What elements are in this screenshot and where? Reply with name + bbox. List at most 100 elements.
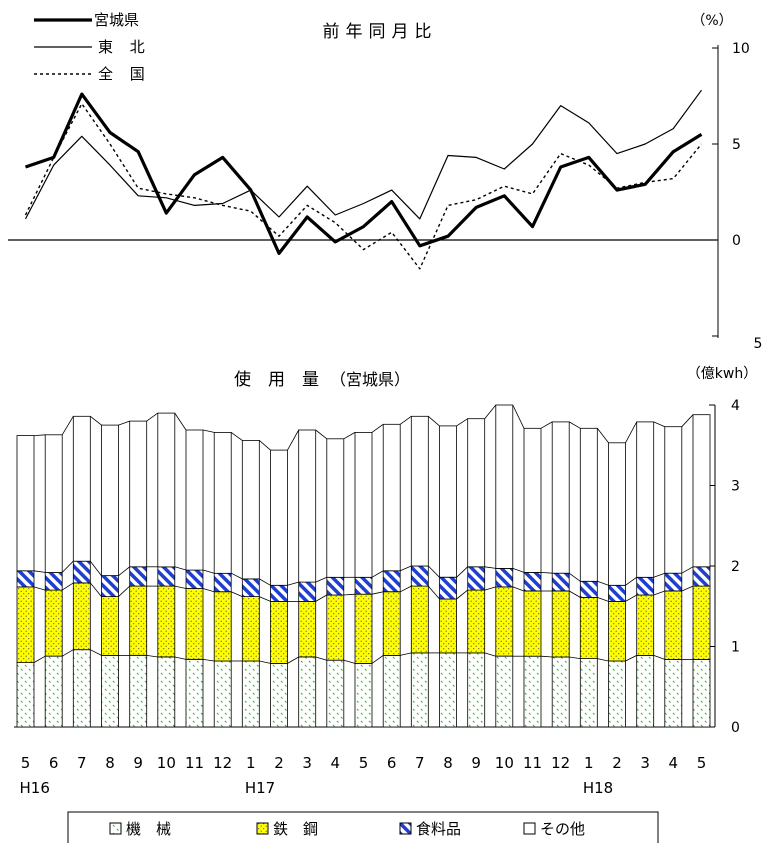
series-connector-food bbox=[118, 566, 130, 577]
bar-segment-food bbox=[495, 568, 514, 588]
top-series-lines bbox=[24, 89, 703, 270]
bar-segment-food bbox=[551, 572, 570, 592]
bar-segment-machinery bbox=[101, 655, 119, 728]
series-connector-other bbox=[315, 429, 328, 440]
series-connector-steel bbox=[371, 591, 384, 595]
series-connector-steel bbox=[315, 594, 327, 602]
series-connector-other bbox=[456, 418, 468, 427]
bar-segment-steel bbox=[185, 588, 204, 660]
bar-segment-steel bbox=[72, 582, 91, 651]
series-connector-food bbox=[568, 572, 581, 582]
bar-segment-machinery bbox=[157, 656, 176, 728]
series-connector-steel bbox=[343, 593, 356, 596]
bar-segment-machinery bbox=[439, 652, 457, 728]
bar-segment-steel bbox=[579, 597, 598, 660]
series-connector-steel bbox=[512, 586, 525, 592]
series-connector-steel bbox=[174, 585, 187, 589]
series-connector-food bbox=[597, 580, 609, 586]
bar-segment-other bbox=[382, 423, 401, 572]
series-connector-other bbox=[625, 421, 638, 443]
bottom-stacked-bars bbox=[16, 404, 711, 728]
bar-segment-food bbox=[16, 570, 35, 588]
x-axis-label: 2 bbox=[612, 754, 622, 772]
bottom-y-tick-label: 3 bbox=[731, 479, 740, 495]
series-connector-other bbox=[90, 415, 102, 426]
series-connector-food bbox=[259, 578, 271, 586]
bar-segment-steel bbox=[157, 585, 176, 658]
bar-segment-steel bbox=[495, 586, 514, 657]
top-y-tick-label: 10 bbox=[732, 41, 750, 57]
bar-segment-steel bbox=[467, 589, 486, 654]
series-connector-machinery bbox=[315, 656, 327, 661]
bar-segment-food bbox=[129, 566, 148, 587]
bar-segment-other bbox=[213, 431, 232, 574]
bar-segment-machinery bbox=[270, 663, 288, 728]
bar-segment-food bbox=[44, 572, 63, 591]
bar-segment-other bbox=[101, 424, 119, 577]
legend-label-miyagi: 宮城県 bbox=[94, 11, 139, 29]
bar-segment-steel bbox=[241, 596, 260, 662]
bar-segment-machinery bbox=[129, 655, 148, 728]
bottom-legend: 機 械 鉄 鋼 食料品 その他 bbox=[67, 811, 659, 843]
bar-segment-food bbox=[439, 576, 457, 600]
series-connector-steel bbox=[456, 589, 468, 600]
legend-label-steel: 鉄 鋼 bbox=[273, 820, 318, 838]
bar-segment-other bbox=[439, 425, 457, 578]
bar-segment-machinery bbox=[664, 659, 683, 728]
series-connector-machinery bbox=[343, 659, 356, 664]
bar-segment-machinery bbox=[495, 655, 514, 728]
x-axis-label: 1 bbox=[584, 754, 594, 772]
legend-label-zenkoku: 全 国 bbox=[98, 65, 151, 83]
series-connector-machinery bbox=[146, 655, 158, 658]
bar-segment-machinery bbox=[579, 658, 598, 728]
bar-segment-steel bbox=[354, 593, 373, 664]
top-y-ticks: 10 5 0 bbox=[712, 41, 750, 337]
legend-label-other: その他 bbox=[540, 820, 585, 838]
bar-segment-machinery bbox=[692, 659, 711, 728]
bar-segment-machinery bbox=[608, 660, 626, 728]
series-connector-other bbox=[174, 412, 187, 431]
bar-segment-food bbox=[72, 560, 91, 584]
series-connector-steel bbox=[625, 594, 637, 602]
series-connector-other bbox=[484, 404, 497, 419]
x-axis-label: 5 bbox=[359, 754, 369, 772]
x-axis-label: 11 bbox=[185, 754, 204, 772]
bar-segment-steel bbox=[608, 601, 626, 662]
bottom-chart-title: 使 用 量 bbox=[234, 369, 319, 390]
series-connector-machinery bbox=[287, 656, 299, 664]
bar-segment-steel bbox=[101, 596, 119, 656]
bar-segment-food bbox=[692, 566, 711, 587]
bottom-y-tick-label: 4 bbox=[731, 398, 740, 414]
bar-segment-other bbox=[551, 421, 570, 574]
bottom-y-tick-label: 2 bbox=[731, 559, 740, 575]
x-axis-label: 5 bbox=[697, 754, 707, 772]
series-connector-food bbox=[89, 560, 102, 576]
bar-segment-food bbox=[523, 572, 542, 592]
series-connector-other bbox=[343, 432, 356, 440]
bar-segment-other bbox=[185, 429, 204, 571]
series-connector-food bbox=[625, 576, 637, 586]
bar-segment-other bbox=[636, 421, 655, 578]
bar-segment-other bbox=[664, 426, 683, 574]
bar-segment-machinery bbox=[636, 655, 655, 728]
x-axis-label: 7 bbox=[77, 754, 87, 772]
year-labels: H16 H17 H18 bbox=[20, 779, 614, 797]
series-connector-food bbox=[61, 560, 74, 573]
bar-segment-steel bbox=[44, 589, 63, 657]
series-line-宮城県 bbox=[24, 92, 703, 255]
series-connector-food bbox=[174, 566, 187, 571]
bar-segment-steel bbox=[129, 585, 148, 656]
series-connector-machinery bbox=[90, 649, 102, 656]
x-axis-label: 7 bbox=[415, 754, 425, 772]
bar-segment-machinery bbox=[44, 655, 63, 728]
series-connector-steel bbox=[427, 585, 440, 600]
bar-segment-machinery bbox=[382, 655, 401, 728]
bar-segment-other bbox=[523, 427, 542, 573]
series-connector-food bbox=[512, 568, 525, 573]
bar-segment-other bbox=[579, 427, 598, 582]
x-axis-label: 4 bbox=[331, 754, 341, 772]
x-axis-label: 9 bbox=[133, 754, 143, 772]
series-connector-steel bbox=[118, 585, 130, 597]
bar-segment-food bbox=[157, 566, 176, 587]
series-connector-other bbox=[61, 416, 74, 436]
